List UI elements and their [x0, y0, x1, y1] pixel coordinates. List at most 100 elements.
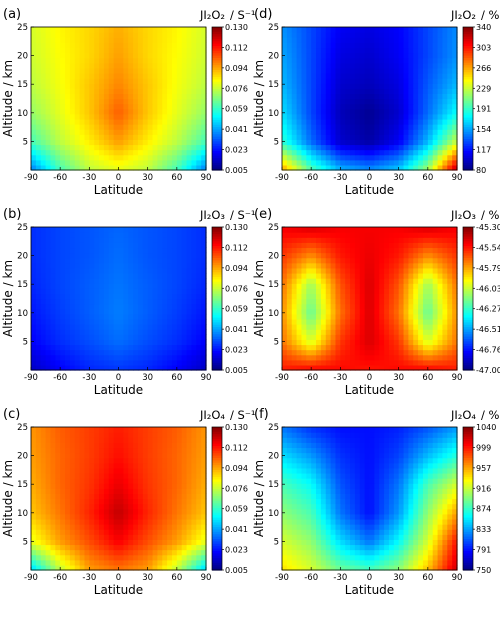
heatmap-cell [432, 227, 439, 233]
heatmap-cell [69, 293, 76, 300]
heatmap-cell [108, 267, 115, 274]
heatmap-cell [306, 118, 312, 125]
heatmap-cell [152, 134, 158, 140]
heatmap-cell [335, 283, 341, 289]
y-tick-label: 10 [17, 109, 28, 119]
heatmap-cell [340, 47, 346, 54]
heatmap-cell [340, 37, 346, 43]
heatmap-cell [340, 232, 346, 238]
heatmap-cell [403, 308, 409, 315]
heatmap-cell [99, 503, 105, 510]
heatmap-cell [142, 518, 149, 525]
heatmap-cell [40, 308, 47, 315]
heatmap-cell [65, 149, 71, 156]
heatmap-cell [167, 308, 173, 315]
heatmap-cell [316, 52, 322, 59]
heatmap-cell [427, 334, 434, 340]
heatmap-cell [89, 257, 95, 264]
heatmap-cell [79, 503, 86, 510]
heatmap-cell [103, 78, 110, 84]
heatmap-cell [350, 324, 356, 330]
heatmap-cell [142, 308, 149, 315]
colorbar-segment [463, 353, 473, 357]
heatmap-cell [447, 83, 453, 89]
heatmap-cell [447, 32, 453, 38]
heatmap-cell [176, 354, 183, 361]
heatmap-cell [31, 232, 37, 238]
heatmap-cell [408, 288, 414, 294]
heatmap-cell [108, 164, 115, 171]
heatmap-cell [69, 539, 76, 546]
heatmap-cell [133, 118, 139, 125]
heatmap-cell [69, 278, 76, 284]
heatmap-cell [89, 242, 95, 249]
heatmap-cell [65, 334, 71, 340]
heatmap-cell [306, 324, 312, 330]
heatmap-cell [452, 257, 458, 264]
colorbar-segment [212, 143, 222, 147]
heatmap-cell [369, 364, 375, 371]
heatmap-cell [350, 129, 356, 135]
heatmap-cell [359, 52, 366, 59]
heatmap-cell [447, 334, 453, 340]
heatmap-cell [359, 164, 366, 171]
heatmap-cell [99, 278, 105, 284]
colorbar-segment [463, 65, 473, 69]
heatmap-cell [316, 359, 322, 366]
heatmap-cell [335, 303, 341, 310]
heatmap-cell [350, 27, 356, 33]
heatmap-cell [108, 149, 115, 156]
heatmap-cell [103, 118, 110, 125]
heatmap-cell [325, 159, 332, 166]
heatmap-cell [133, 539, 139, 546]
heatmap-cell [79, 293, 86, 300]
heatmap-cell [340, 98, 346, 105]
heatmap-cell [181, 47, 188, 54]
heatmap-cell [196, 237, 202, 243]
heatmap-cell [152, 293, 158, 300]
heatmap-cell [84, 37, 90, 43]
heatmap-cell [152, 52, 158, 59]
heatmap-cell [128, 559, 134, 566]
heatmap-cell [196, 303, 202, 310]
heatmap-cell [40, 293, 47, 300]
heatmap-cell [55, 252, 61, 259]
heatmap-cell [181, 529, 188, 535]
heatmap-cell [325, 247, 332, 254]
heatmap-cell [320, 88, 327, 94]
heatmap-cell [311, 67, 317, 74]
heatmap-cell [311, 283, 317, 289]
heatmap-cell [393, 52, 400, 59]
heatmap-cell [413, 37, 419, 43]
heatmap-cell [55, 349, 61, 356]
heatmap-cell [427, 108, 434, 115]
heatmap-cell [403, 108, 409, 115]
heatmap-cell [99, 354, 105, 361]
heatmap-cell [108, 98, 115, 105]
heatmap-cell [137, 47, 144, 54]
heatmap-cell [201, 334, 207, 340]
heatmap-cell [186, 52, 193, 59]
heatmap-cell [359, 303, 366, 310]
heatmap-cell [452, 118, 458, 125]
heatmap-cell [55, 237, 61, 243]
heatmap-cell [291, 354, 298, 361]
heatmap-cell [301, 278, 307, 284]
heatmap-cell [137, 139, 144, 146]
heatmap-cell [311, 247, 317, 254]
heatmap-cell [413, 98, 419, 105]
heatmap-cell [152, 237, 158, 243]
heatmap-cell [152, 47, 158, 54]
heatmap-cell [35, 524, 42, 530]
heatmap-cell [306, 27, 312, 33]
heatmap-cell [301, 227, 307, 233]
heatmap-cell [171, 257, 178, 264]
heatmap-cell [432, 32, 439, 38]
heatmap-cell [320, 344, 327, 351]
x-tick-label: -30 [333, 173, 347, 183]
heatmap-cell [374, 329, 380, 335]
heatmap-cell [40, 278, 47, 284]
heatmap-cell [369, 144, 375, 151]
heatmap-cell [422, 237, 429, 243]
heatmap-cell [60, 129, 66, 135]
